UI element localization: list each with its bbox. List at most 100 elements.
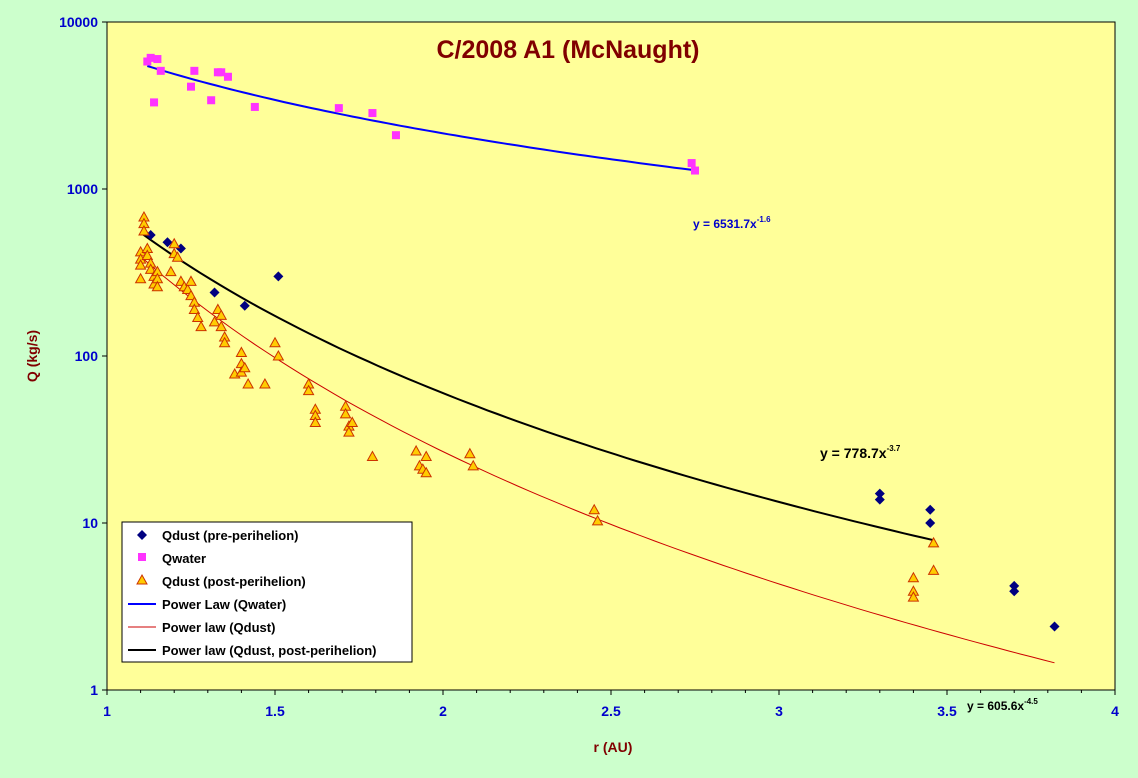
marker-dust-post bbox=[195, 320, 207, 332]
marker-dust-post bbox=[188, 303, 201, 314]
marker-dust-post bbox=[346, 416, 359, 427]
marker-dust-post bbox=[927, 536, 940, 548]
marker-dust-post bbox=[235, 346, 248, 357]
legend-box bbox=[121, 521, 413, 663]
marker-water bbox=[146, 53, 155, 62]
marker-dust-post bbox=[238, 361, 251, 373]
marker-dust-post bbox=[191, 311, 204, 323]
marker-dust-pre bbox=[925, 518, 936, 528]
marker-dust-post bbox=[927, 564, 940, 575]
legend-marker-dust-pre bbox=[137, 530, 147, 540]
legend-label-fit-water: Power Law (Qwater) bbox=[162, 597, 286, 612]
y-tick-label: 100 bbox=[75, 348, 99, 364]
marker-dust-post bbox=[134, 272, 147, 284]
marker-dust-pre bbox=[145, 230, 156, 241]
marker-water bbox=[334, 104, 343, 113]
x-axis: 1 1.5 2 2.5 3 3.5 4 bbox=[103, 690, 1119, 719]
x-tick-label: 4 bbox=[1111, 703, 1119, 719]
marker-water bbox=[691, 166, 699, 175]
marker-dust-pre bbox=[874, 488, 885, 499]
y-tick-label: 1000 bbox=[67, 181, 98, 197]
marker-water bbox=[190, 66, 199, 75]
marker-water bbox=[687, 159, 696, 168]
y-tick-label: 10000 bbox=[59, 14, 98, 30]
marker-dust-pre bbox=[1009, 580, 1020, 591]
marker-water bbox=[223, 72, 232, 81]
marker-water bbox=[368, 109, 377, 118]
marker-dust-post bbox=[309, 416, 322, 427]
marker-water bbox=[250, 102, 259, 111]
marker-dust-pre bbox=[239, 300, 250, 311]
legend-label-dust-post: Qdust (post-perihelion) bbox=[162, 574, 306, 589]
marker-dust-post bbox=[467, 459, 480, 471]
marker-dust-post bbox=[151, 280, 164, 292]
legend: Qdust (pre-perihelion) Qwater Qdust (pos… bbox=[121, 521, 413, 663]
legend-marker-dust-post bbox=[136, 573, 148, 585]
marker-dust-post bbox=[464, 447, 476, 459]
x-tick-label: 3 bbox=[775, 703, 783, 719]
marker-dust-post bbox=[185, 289, 197, 301]
marker-dust-post bbox=[588, 503, 601, 515]
fit-equation-water: y = 6531.7x-1.6 bbox=[693, 215, 771, 231]
marker-water bbox=[217, 68, 226, 77]
x-tick-label: 1.5 bbox=[265, 703, 285, 719]
marker-water bbox=[153, 55, 162, 64]
marker-water bbox=[391, 131, 400, 140]
marker-dust-post bbox=[138, 225, 150, 236]
x-tick-label: 2 bbox=[439, 703, 447, 719]
marker-dust-post bbox=[269, 336, 281, 348]
marker-water bbox=[207, 96, 216, 105]
y-tick-label: 10 bbox=[82, 515, 98, 531]
marker-water bbox=[187, 82, 195, 91]
marker-dust-pre bbox=[1049, 621, 1060, 632]
marker-dust-post bbox=[141, 249, 154, 260]
legend-label-dust-pre: Qdust (pre-perihelion) bbox=[162, 528, 299, 543]
marker-dust-pre bbox=[874, 494, 885, 505]
marker-dust-pre bbox=[1009, 586, 1020, 597]
marker-dust-post bbox=[343, 426, 355, 437]
legend-label-fit-dust-post: Power law (Qdust, post-perihelion) bbox=[162, 643, 377, 658]
marker-dust-post bbox=[272, 349, 285, 361]
marker-dust-post bbox=[171, 251, 184, 262]
marker-dust-post bbox=[591, 514, 604, 526]
data-markers bbox=[134, 53, 1060, 632]
x-axis-title: r (AU) bbox=[594, 739, 633, 755]
marker-dust-post bbox=[218, 336, 231, 348]
marker-dust-post bbox=[907, 571, 920, 583]
marker-dust-post bbox=[366, 450, 379, 462]
marker-water bbox=[156, 66, 165, 75]
fit-line-water bbox=[147, 65, 696, 172]
marker-dust-post bbox=[339, 407, 352, 419]
marker-water bbox=[150, 98, 159, 107]
marker-dust-post bbox=[420, 466, 433, 478]
marker-dust-post bbox=[215, 320, 228, 332]
y-axis-title: Q (kg/s) bbox=[24, 330, 40, 382]
y-axis: 1 10 100 1000 10000 bbox=[59, 14, 107, 698]
marker-dust-post bbox=[302, 384, 315, 396]
fit-equation-dust: y = 605.6x-4.5 bbox=[967, 697, 1038, 713]
fit-line-dust-post bbox=[140, 231, 934, 542]
marker-dust-post bbox=[907, 591, 920, 602]
marker-dust-pre bbox=[162, 237, 173, 248]
marker-dust-post bbox=[259, 377, 271, 389]
marker-dust-post bbox=[144, 263, 157, 274]
marker-dust-post bbox=[164, 265, 177, 277]
marker-dust-post bbox=[208, 315, 221, 327]
x-tick-label: 3.5 bbox=[937, 703, 957, 719]
x-tick-label: 2.5 bbox=[601, 703, 621, 719]
marker-dust-pre bbox=[925, 504, 936, 515]
marker-dust-post bbox=[134, 259, 147, 270]
legend-label-water: Qwater bbox=[162, 551, 206, 566]
fit-equation-dust-post: y = 778.7x-3.7 bbox=[820, 444, 901, 461]
marker-dust-post bbox=[242, 377, 254, 389]
x-tick-label: 1 bbox=[103, 703, 111, 719]
chart-title: C/2008 A1 (McNaught) bbox=[436, 36, 699, 64]
marker-dust-post bbox=[215, 309, 228, 320]
marker-dust-post bbox=[185, 275, 197, 286]
legend-label-fit-dust: Power law (Qdust) bbox=[162, 620, 275, 635]
marker-dust-post bbox=[420, 450, 433, 462]
y-tick-label: 1 bbox=[90, 682, 98, 698]
legend-marker-water bbox=[138, 553, 146, 561]
marker-dust-pre bbox=[273, 271, 284, 282]
